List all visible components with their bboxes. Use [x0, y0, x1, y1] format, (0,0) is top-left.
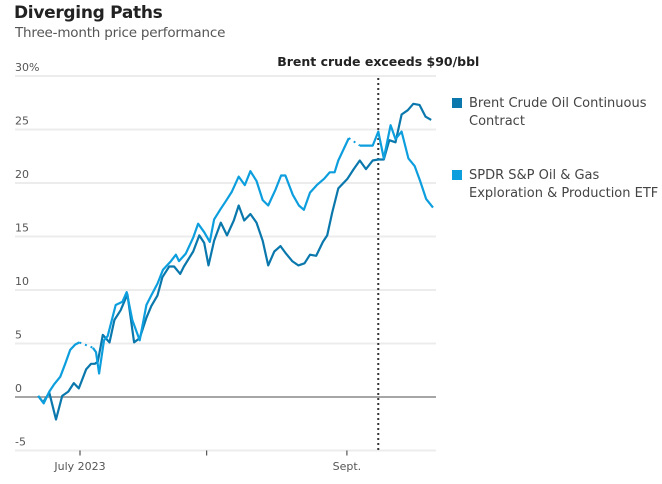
- y-tick-label: 5: [15, 329, 22, 342]
- y-tick-label: 20: [15, 168, 29, 181]
- series-gap-dotted: [348, 137, 361, 147]
- y-axis-ticks: 30% 25 20 15 10 5 0 -5: [15, 61, 39, 449]
- y-tick-label: 30%: [15, 61, 39, 74]
- legend-label-brent: Brent Crude Oil Continuous Contract: [469, 96, 647, 129]
- chart-title: Diverging Paths: [14, 3, 163, 23]
- annotation-label: Brent crude exceeds $90/bbl: [277, 54, 479, 69]
- series-line: [37, 102, 432, 421]
- y-tick-label: 25: [15, 115, 29, 128]
- gridlines: [15, 75, 436, 452]
- series-line: [359, 124, 434, 209]
- series-line: [92, 137, 350, 375]
- y-tick-label: -5: [15, 436, 26, 449]
- series-line: [37, 341, 80, 405]
- series-lines: [37, 102, 434, 421]
- x-tick-label: Sept.: [333, 460, 362, 473]
- legend-swatch-brent: [452, 98, 462, 108]
- y-tick-label: 0: [15, 382, 22, 395]
- y-tick-label: 15: [15, 222, 29, 235]
- x-axis: July 2023 Sept.: [53, 450, 362, 473]
- annotation: Brent crude exceeds $90/bbl: [277, 54, 479, 451]
- series-brent: [37, 102, 432, 421]
- series-etf: [37, 124, 434, 405]
- x-tick-label: July 2023: [53, 460, 105, 473]
- legend-swatch-etf: [452, 170, 462, 180]
- y-tick-label: 10: [15, 275, 29, 288]
- legend-label-etf: SPDR S&P Oil & Gas Exploration & Product…: [469, 168, 659, 201]
- series-gap-dotted: [79, 341, 94, 349]
- chart-subtitle: Three-month price performance: [15, 25, 226, 41]
